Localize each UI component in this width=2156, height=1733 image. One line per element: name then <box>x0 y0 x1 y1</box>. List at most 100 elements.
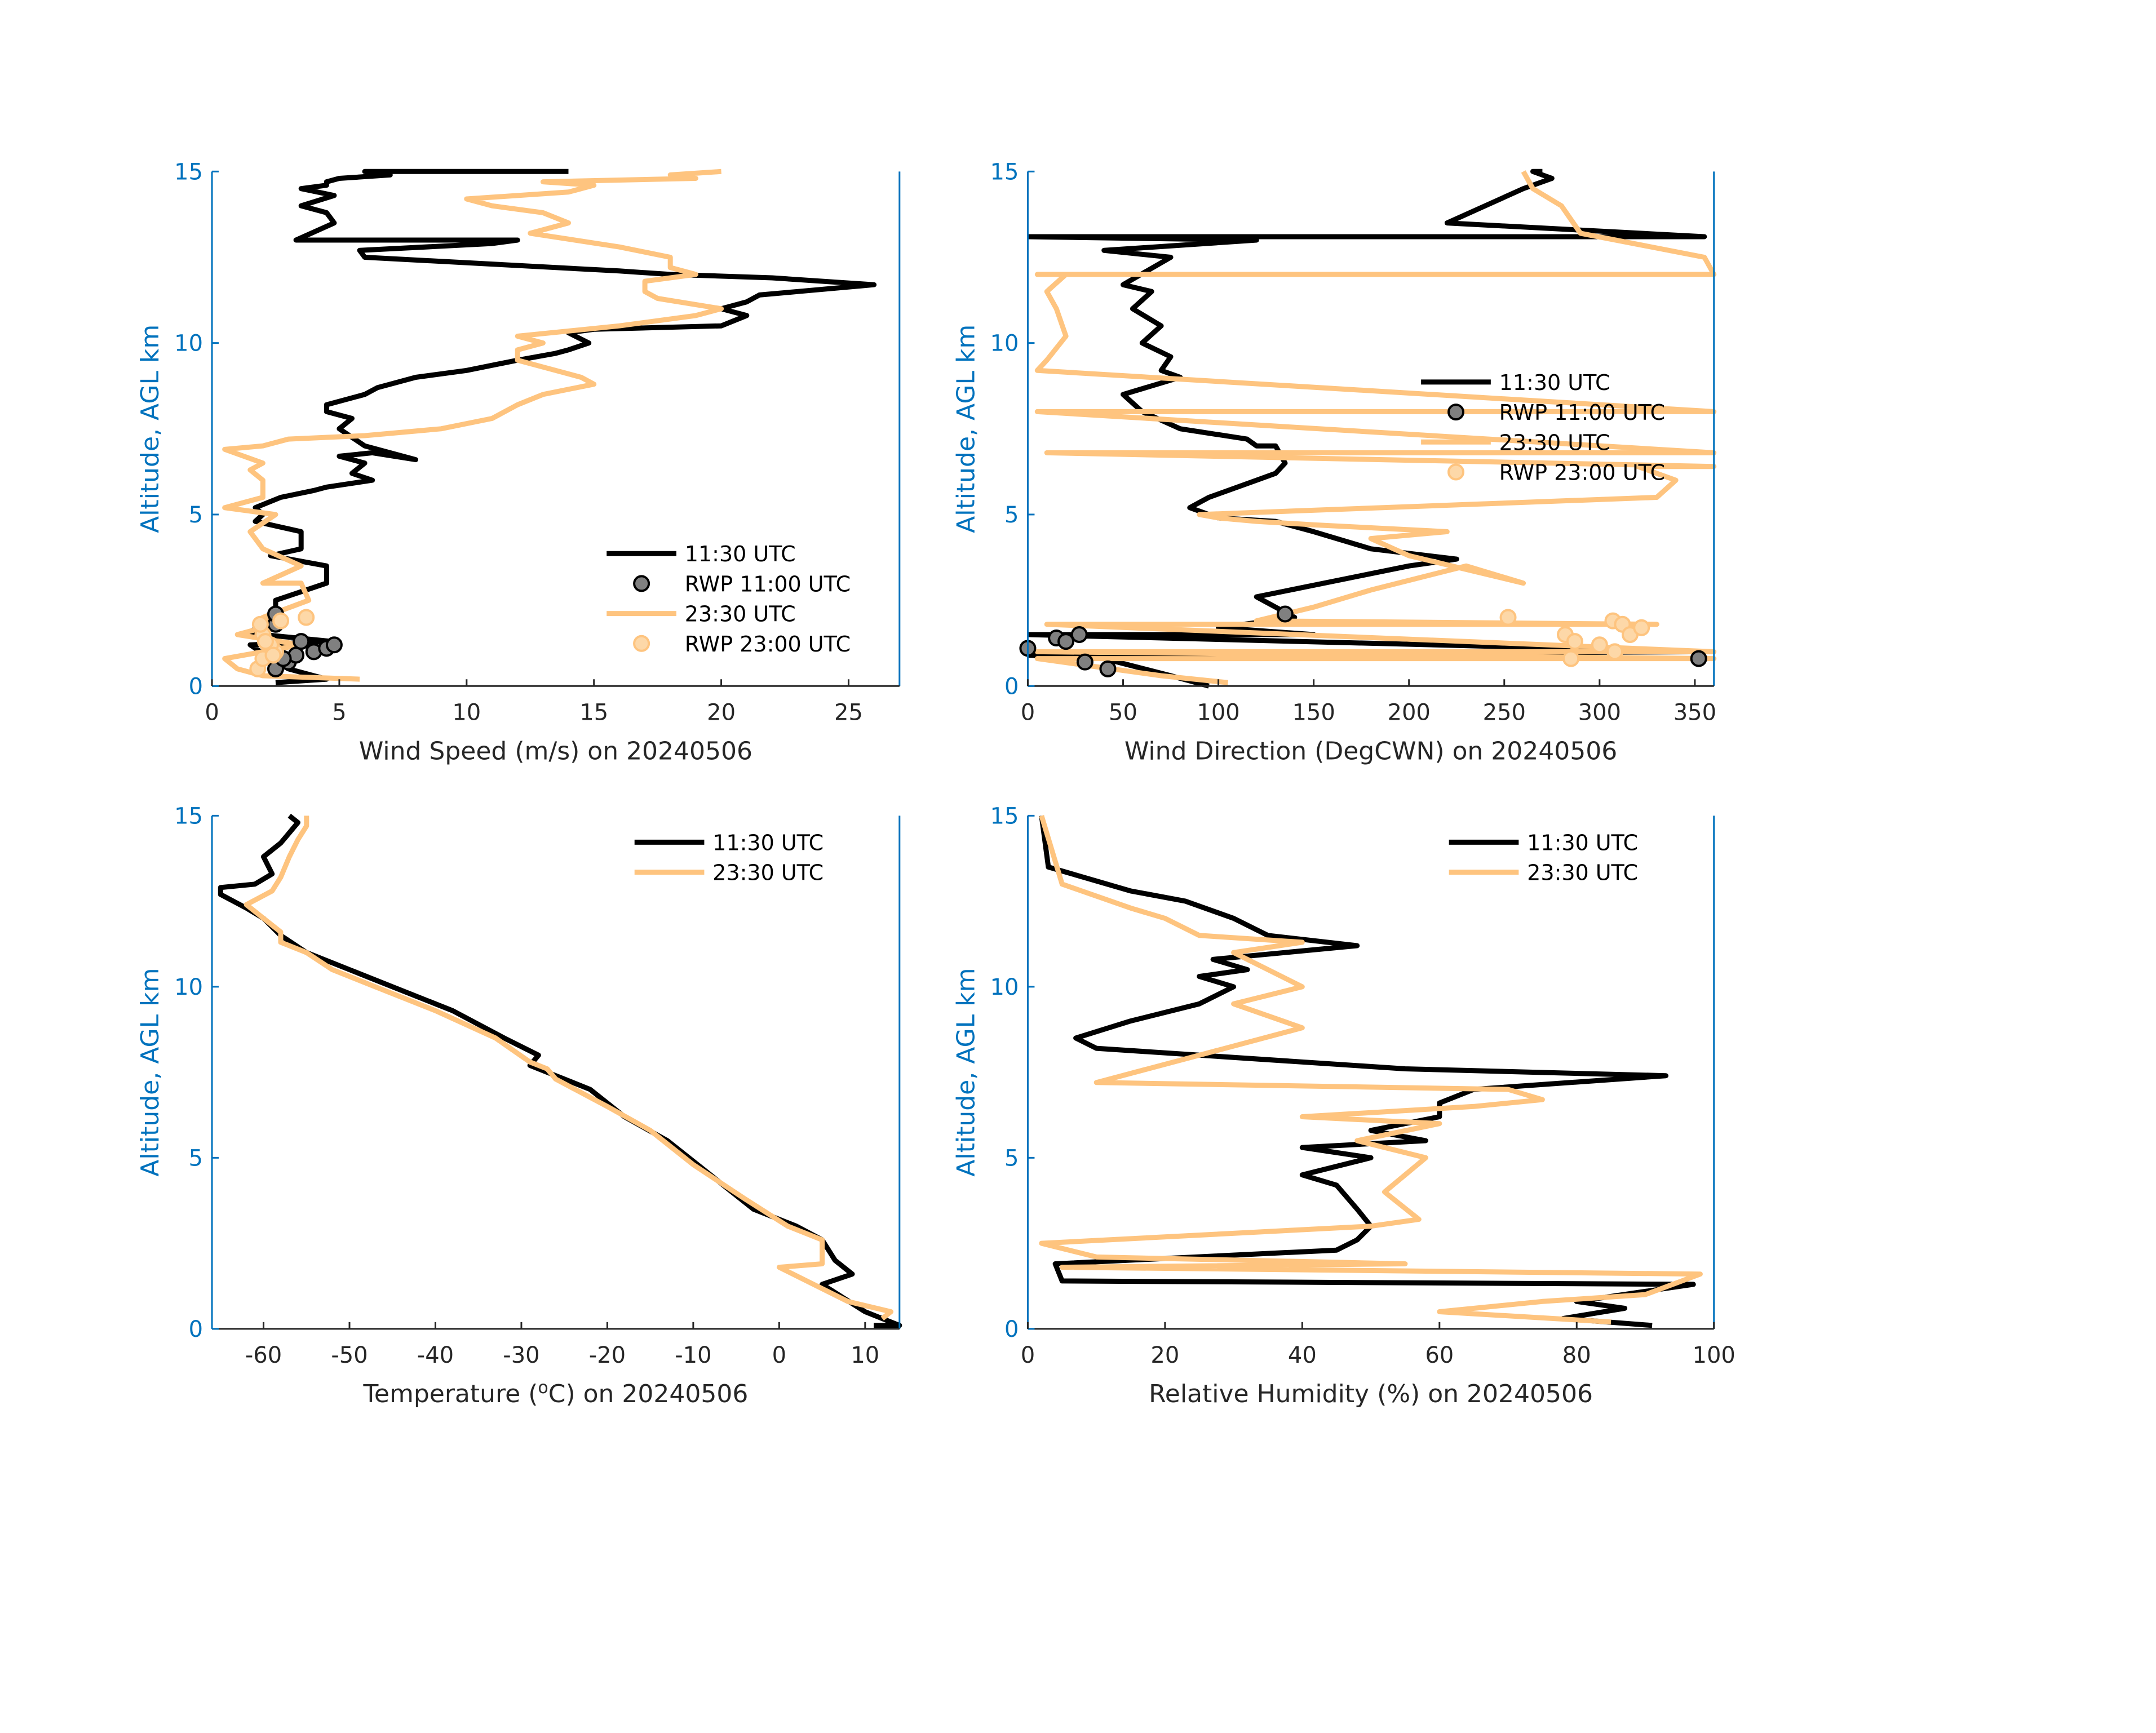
x-tick-label: 200 <box>1388 699 1431 725</box>
scatter-point <box>1057 633 1075 650</box>
legend-label: 11:30 UTC <box>685 542 796 566</box>
panel-4: 0 5 10 15 0 20 40 60 80 100 Altitude, AGL km Relati… <box>951 803 1735 1408</box>
scatter-point <box>1690 650 1707 667</box>
legend-label: 11:30 UTC <box>1527 830 1638 855</box>
x-tick-label: 25 <box>834 699 863 725</box>
x-tick-label: 40 <box>1288 1342 1317 1368</box>
panel-3: 0 5 10 15 -60 -50 -40 -30 -20 -10 0 10 Altitude, AGL… <box>136 803 902 1408</box>
y-axis-label: Altitude, AGL km <box>136 325 165 533</box>
x-label-superscript: o <box>538 1378 548 1398</box>
legend-marker <box>633 635 650 652</box>
scatter-point <box>1276 605 1294 623</box>
y-tick-label: 5 <box>189 1145 203 1171</box>
y-tick-label: 15 <box>990 803 1019 829</box>
y-tick-label: 10 <box>174 974 203 1000</box>
x-tick-label: 350 <box>1674 699 1716 725</box>
legend: 11:30 UTC 23:30 UTC <box>634 830 824 885</box>
x-axis-label: Wind Speed (m/s) on 20240506 <box>359 737 752 765</box>
series-line-11-30-utc <box>218 813 902 1328</box>
x-tick-label: 80 <box>1562 1342 1591 1368</box>
y-tick-label: 10 <box>990 331 1019 357</box>
scatter-point <box>293 633 310 650</box>
y-tick-label: 0 <box>1004 1317 1019 1342</box>
x-tick-label: -40 <box>417 1342 454 1368</box>
series-line-23-30-utc <box>1039 815 1703 1325</box>
y-tick-label: 0 <box>189 1317 203 1342</box>
scatter-point <box>1606 643 1623 661</box>
x-tick-label: 20 <box>1150 1342 1179 1368</box>
legend-label: RWP 11:00 UTC <box>1499 400 1665 425</box>
y-tick-label: 15 <box>990 159 1019 185</box>
y-tick-label: 10 <box>990 974 1019 1000</box>
y-tick-label: 0 <box>1004 673 1019 699</box>
y-tick-label: 0 <box>189 673 203 699</box>
scatter-point <box>256 633 274 650</box>
series-line-11-30-utc <box>242 169 877 685</box>
scatter-point <box>1591 636 1608 654</box>
y-tick-label: 15 <box>174 159 203 185</box>
legend-label: 23:30 UTC <box>685 602 796 627</box>
x-axis-label: Temperature (oC) on 20240506 <box>363 1378 749 1408</box>
panel-1: 0 5 10 15 0 5 10 15 20 25 Altitude, AGL km Wind Spe… <box>136 159 901 765</box>
series-line-11-30-utc <box>1028 169 1707 689</box>
x-tick-label: 10 <box>851 1342 879 1368</box>
scatter-point <box>298 609 315 626</box>
legend-label: 23:30 UTC <box>1499 430 1610 455</box>
x-tick-label: 10 <box>452 699 481 725</box>
x-tick-label: 0 <box>772 1342 786 1368</box>
legend-label: RWP 11:00 UTC <box>685 571 851 596</box>
x-tick-label: 0 <box>1021 1342 1035 1368</box>
x-label-part: Temperature ( <box>363 1380 538 1408</box>
x-tick-label: 60 <box>1425 1342 1454 1368</box>
x-tick-label: 250 <box>1483 699 1526 725</box>
x-tick-label: 300 <box>1578 699 1621 725</box>
x-tick-label: -30 <box>503 1342 539 1368</box>
scatter-point <box>1566 633 1583 650</box>
legend-label: 23:30 UTC <box>1527 861 1638 885</box>
scatter-point <box>1633 619 1650 636</box>
x-tick-label: 5 <box>332 699 346 725</box>
y-tick-label: 5 <box>1004 502 1019 528</box>
legend-label: 11:30 UTC <box>1499 370 1610 395</box>
x-tick-label: 50 <box>1109 699 1137 725</box>
x-tick-label: -20 <box>589 1342 626 1368</box>
x-tick-label: -10 <box>675 1342 711 1368</box>
x-tick-label: 20 <box>707 699 736 725</box>
x-tick-label: 100 <box>1197 699 1239 725</box>
scatter-point <box>1099 660 1117 677</box>
scatter-point <box>1070 626 1088 643</box>
y-tick-label: 10 <box>174 331 203 357</box>
legend-label: RWP 23:00 UTC <box>685 632 851 657</box>
y-axis-label: Altitude, AGL km <box>951 325 980 533</box>
y-tick-label: 5 <box>189 502 203 528</box>
x-axis-label: Wind Direction (DegCWN) on 20240506 <box>1125 737 1617 765</box>
legend-marker <box>633 575 650 592</box>
x-tick-label: 15 <box>579 699 608 725</box>
series-line-23-30-utc <box>222 169 724 682</box>
x-tick-label: -60 <box>245 1342 282 1368</box>
scatter-point <box>1499 609 1517 626</box>
y-tick-label: 15 <box>174 803 203 829</box>
scatter-point <box>1562 650 1580 667</box>
legend: 11:30 UTC 23:30 UTC <box>1449 830 1638 885</box>
x-tick-label: 100 <box>1693 1342 1736 1368</box>
legend: 11:30 UTC RWP 11:00 UTC 23:30 UTC RWP 23:00… <box>606 542 851 657</box>
legend-marker <box>1447 404 1464 421</box>
scatter-point <box>251 615 269 633</box>
legend-label: RWP 23:00 UTC <box>1499 460 1665 485</box>
scatter-point <box>264 646 282 664</box>
x-axis-label: Relative Humidity (%) on 20240506 <box>1149 1380 1593 1408</box>
legend-label: 11:30 UTC <box>712 830 824 855</box>
scatter-point <box>325 636 343 654</box>
x-tick-label: -50 <box>331 1342 368 1368</box>
series-line-23-30-utc <box>1034 170 1717 685</box>
scatter-point <box>272 612 290 630</box>
x-tick-label: 0 <box>1021 699 1035 725</box>
legend-label: 23:30 UTC <box>712 861 824 885</box>
legend: 11:30 UTC RWP 11:00 UTC 23:30 UTC RWP 23:00… <box>1421 370 1665 485</box>
y-axis-label: Altitude, AGL km <box>951 968 980 1177</box>
y-tick-label: 5 <box>1004 1145 1019 1171</box>
series-line-11-30-utc <box>1039 815 1696 1328</box>
